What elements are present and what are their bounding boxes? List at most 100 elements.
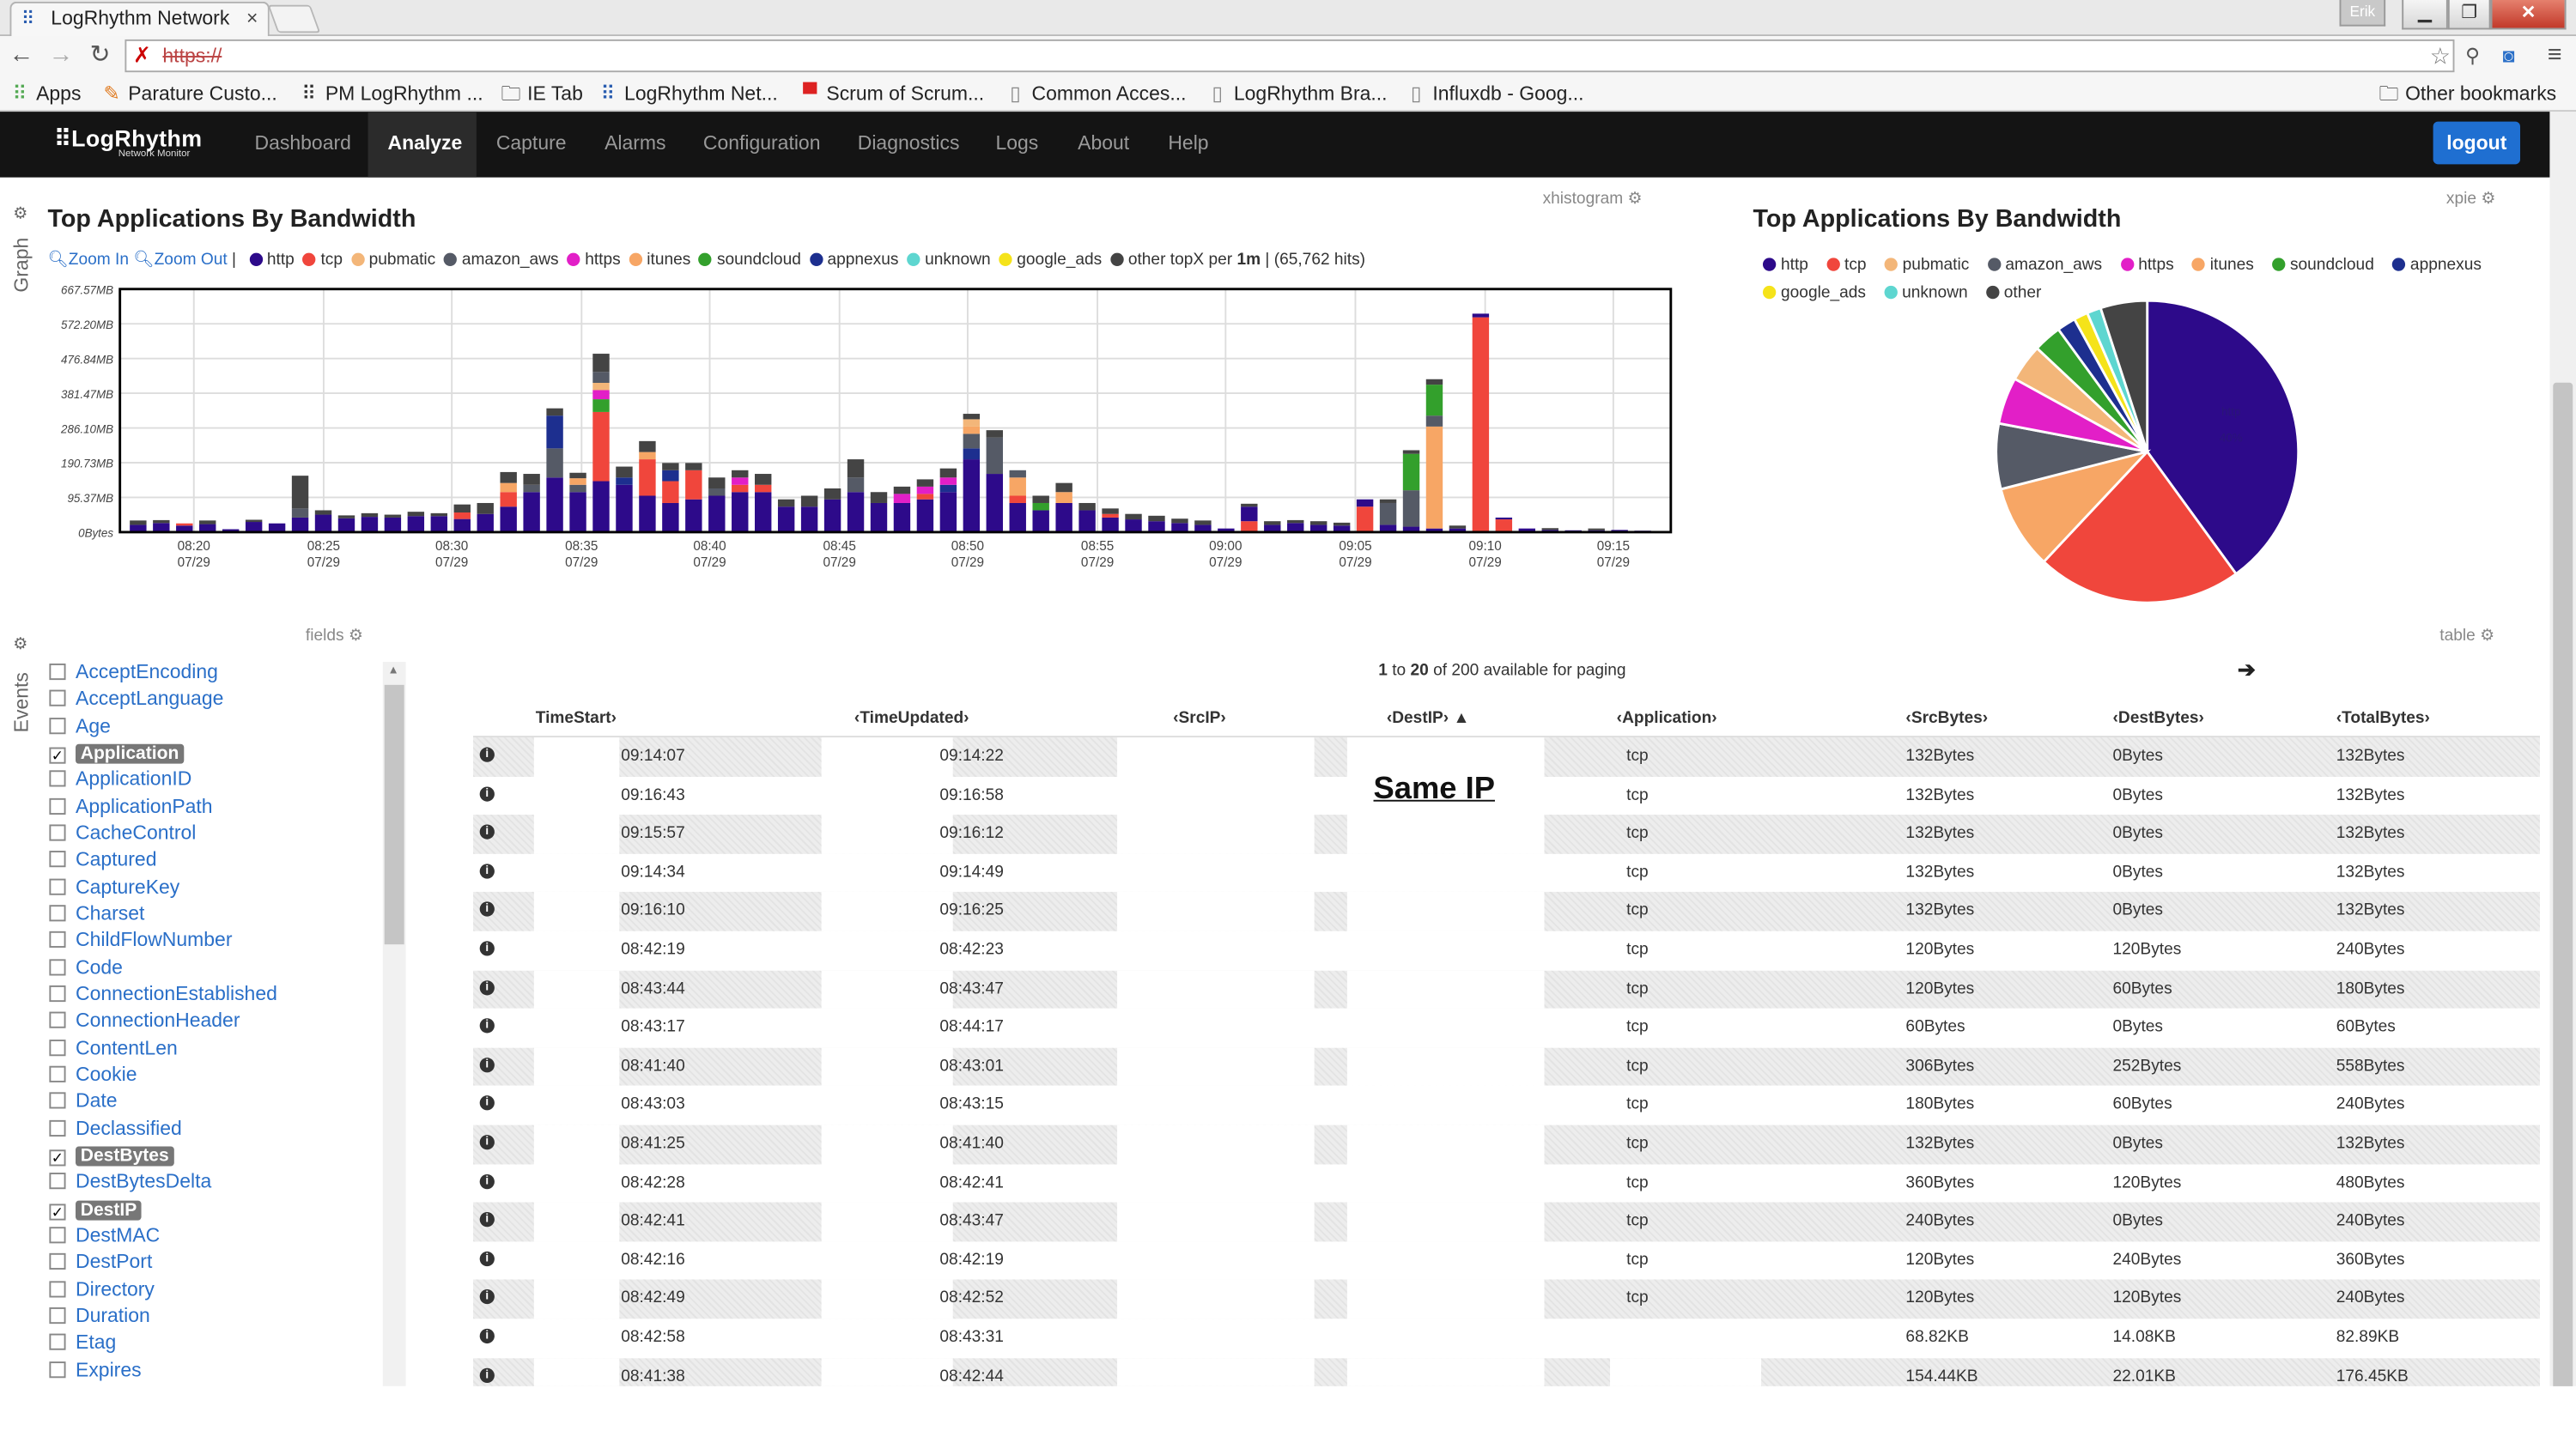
back-icon[interactable]: ← bbox=[9, 40, 34, 70]
field-label[interactable]: CacheControl bbox=[76, 821, 197, 845]
legend-other[interactable]: other bbox=[1102, 252, 1165, 270]
table-row[interactable]: i 08:42:19 08:42:23 tcp 120Bytes 120Bytes 240B… bbox=[473, 931, 2540, 970]
legend-http[interactable]: http bbox=[240, 252, 295, 270]
field-charset[interactable]: Charset bbox=[49, 900, 144, 926]
close-window-button[interactable]: ✕ bbox=[2490, 0, 2567, 30]
field-childflownumber[interactable]: ChildFlowNumber bbox=[49, 927, 232, 954]
logout-button[interactable]: logout bbox=[2433, 121, 2521, 165]
field-checkbox[interactable] bbox=[49, 1253, 66, 1270]
field-checkbox[interactable] bbox=[49, 1119, 66, 1137]
field-expires[interactable]: Expires bbox=[49, 1356, 142, 1383]
field-acceptencoding[interactable]: AcceptEncoding bbox=[49, 658, 218, 685]
reload-icon[interactable]: ↻ bbox=[89, 40, 111, 70]
field-application[interactable]: ✓ Application bbox=[49, 739, 185, 766]
field-label[interactable]: DestPort bbox=[76, 1250, 153, 1274]
field-label[interactable]: ConnectionEstablished bbox=[76, 982, 277, 1005]
field-checkbox[interactable] bbox=[49, 1039, 66, 1056]
column-header-destip[interactable]: ‹DestIP› ▲ bbox=[1386, 709, 1470, 728]
pie-legend-soundcloud[interactable]: soundcloud bbox=[2263, 256, 2374, 275]
field-age[interactable]: Age bbox=[49, 712, 111, 739]
forward-icon[interactable]: → bbox=[48, 40, 74, 70]
field-checkbox[interactable] bbox=[49, 905, 66, 922]
field-connectionheader[interactable]: ConnectionHeader bbox=[49, 1007, 240, 1034]
bookmark-item[interactable]: ⠿ PM LogRhythm ... bbox=[299, 81, 483, 107]
field-code[interactable]: Code bbox=[49, 954, 123, 980]
field-label[interactable]: Date bbox=[76, 1089, 118, 1113]
row-info-icon[interactable]: i bbox=[479, 1095, 495, 1112]
field-destbytes[interactable]: ✓ DestBytes bbox=[49, 1142, 174, 1168]
nav-capture[interactable]: Capture bbox=[495, 131, 567, 155]
field-label[interactable]: ApplicationID bbox=[76, 767, 192, 791]
table-row[interactable]: i 09:15:57 09:16:12 tcp 132Bytes 0Bytes 132Byt… bbox=[473, 815, 2540, 854]
field-checkbox[interactable] bbox=[49, 1092, 66, 1109]
zoom-out-link[interactable]: 🔍︎Zoom Out bbox=[133, 251, 228, 270]
table-row[interactable]: i 09:16:10 09:16:25 tcp 132Bytes 0Bytes 132Byt… bbox=[473, 892, 2540, 931]
bookmark-item[interactable]: ✎ Parature Custo... bbox=[103, 82, 277, 106]
ietab-extension-icon[interactable]: ◙ bbox=[2502, 44, 2515, 68]
field-family[interactable]: Family bbox=[49, 1383, 134, 1386]
field-checkbox[interactable] bbox=[49, 931, 66, 949]
legend-unknown[interactable]: unknown bbox=[898, 252, 991, 270]
column-header-srcip[interactable]: ‹SrcIP› bbox=[1173, 709, 1226, 728]
pie-legend-unknown[interactable]: unknown bbox=[1875, 284, 1968, 302]
field-checkbox[interactable] bbox=[49, 690, 66, 707]
field-checkbox[interactable] bbox=[49, 824, 66, 841]
legend-itunes[interactable]: itunes bbox=[621, 252, 690, 270]
legend-amazon-aws[interactable]: amazon_aws bbox=[435, 252, 559, 270]
table-row[interactable]: i 08:43:03 08:43:15 tcp 180Bytes 60Bytes 240By… bbox=[473, 1086, 2540, 1125]
xpie-widget-label[interactable]: xpie ⚙ bbox=[2445, 190, 2496, 209]
field-checkbox[interactable] bbox=[49, 1280, 66, 1297]
field-label[interactable]: DestBytes bbox=[76, 1146, 174, 1166]
fields-widget-label[interactable]: fields ⚙ bbox=[305, 627, 364, 646]
table-row[interactable]: i 09:14:07 09:14:22 tcp 132Bytes 0Bytes 132Byt… bbox=[473, 737, 2540, 777]
table-row[interactable]: i 08:43:44 08:43:47 tcp 120Bytes 60Bytes 180By… bbox=[473, 969, 2540, 1009]
field-checkbox[interactable]: ✓ bbox=[49, 1203, 66, 1220]
nav-dashboard[interactable]: Dashboard bbox=[254, 131, 351, 155]
field-label[interactable]: ContentLen bbox=[76, 1035, 178, 1059]
table-row[interactable]: i 08:41:38 08:42:44 154.44KB 22.01KB 176.45KB bbox=[473, 1357, 2540, 1386]
row-info-icon[interactable]: i bbox=[479, 1057, 495, 1072]
field-label[interactable]: AcceptEncoding bbox=[76, 660, 218, 683]
menu-icon[interactable]: ≡ bbox=[2547, 40, 2562, 70]
field-label[interactable]: AcceptLanguage bbox=[76, 687, 224, 711]
field-label[interactable]: DestMAC bbox=[76, 1223, 161, 1247]
column-header-totalbytes[interactable]: ‹TotalBytes› bbox=[2336, 709, 2430, 728]
field-label[interactable]: ApplicationPath bbox=[76, 794, 213, 818]
histogram-chart[interactable]: 667.57MB 572.20MB 476.84MB 381.47MB 286.10MB… bbox=[0, 276, 1692, 588]
bookmark-item[interactable]: ⠿ LogRhythm Net... bbox=[598, 81, 777, 107]
table-row[interactable]: i 09:14:34 09:14:49 tcp 132Bytes 0Bytes 132Byt… bbox=[473, 853, 2540, 893]
table-row[interactable]: i 08:42:41 08:43:47 tcp 240Bytes 0Bytes 240Byt… bbox=[473, 1202, 2540, 1241]
field-label[interactable]: DestBytesDelta bbox=[76, 1169, 212, 1193]
bookmark-item[interactable]: ▀ Scrum of Scrum... bbox=[800, 81, 984, 107]
nav-configuration[interactable]: Configuration bbox=[702, 131, 821, 155]
maximize-button[interactable]: ❐ bbox=[2447, 0, 2491, 30]
nav-logs[interactable]: Logs bbox=[995, 131, 1039, 155]
field-destbytesdelta[interactable]: DestBytesDelta bbox=[49, 1168, 211, 1195]
bookmark-folder[interactable]: 🗀 IE Tab bbox=[501, 82, 583, 106]
table-row[interactable]: i 09:16:43 09:16:58 tcp 132Bytes 0Bytes 132Byt… bbox=[473, 776, 2540, 815]
row-info-icon[interactable]: i bbox=[479, 1328, 495, 1343]
table-row[interactable]: i 08:43:17 08:44:17 tcp 60Bytes 0Bytes 60Bytes bbox=[473, 1009, 2540, 1048]
page-scrollbar[interactable] bbox=[2549, 112, 2576, 1386]
extension-icon[interactable]: ⚲ bbox=[2465, 44, 2480, 68]
table-row[interactable]: i 08:41:40 08:43:01 tcp 306Bytes 252Bytes 558B… bbox=[473, 1047, 2540, 1087]
legend-google-ads[interactable]: google_ads bbox=[991, 252, 1102, 270]
field-label[interactable]: Duration bbox=[76, 1303, 150, 1327]
pie-legend-http[interactable]: http bbox=[1754, 256, 1808, 275]
table-row[interactable]: i 08:42:58 08:43:31 68.82KB 14.08KB 82.89KB bbox=[473, 1319, 2540, 1358]
field-label[interactable]: DestIP bbox=[76, 1199, 143, 1220]
field-label[interactable]: Age bbox=[76, 713, 111, 737]
field-label[interactable]: Charset bbox=[76, 901, 145, 925]
field-checkbox[interactable] bbox=[49, 985, 66, 1003]
column-header-timestart[interactable]: TimeStart› bbox=[535, 709, 617, 728]
field-duration[interactable]: Duration bbox=[49, 1302, 150, 1329]
field-label[interactable]: Cookie bbox=[76, 1062, 137, 1086]
field-directory[interactable]: Directory bbox=[49, 1276, 155, 1302]
field-cachecontrol[interactable]: CacheControl bbox=[49, 820, 196, 846]
field-checkbox[interactable] bbox=[49, 958, 66, 975]
other-bookmarks[interactable]: 🗀 Other bookmarks bbox=[2379, 82, 2557, 106]
field-label[interactable]: Declassified bbox=[76, 1116, 182, 1140]
table-row[interactable]: i 08:41:25 08:41:40 tcp 132Bytes 0Bytes 132Byt… bbox=[473, 1125, 2540, 1164]
legend-https[interactable]: https bbox=[559, 252, 621, 270]
column-header-srcbytes[interactable]: ‹SrcBytes› bbox=[1905, 709, 1989, 728]
